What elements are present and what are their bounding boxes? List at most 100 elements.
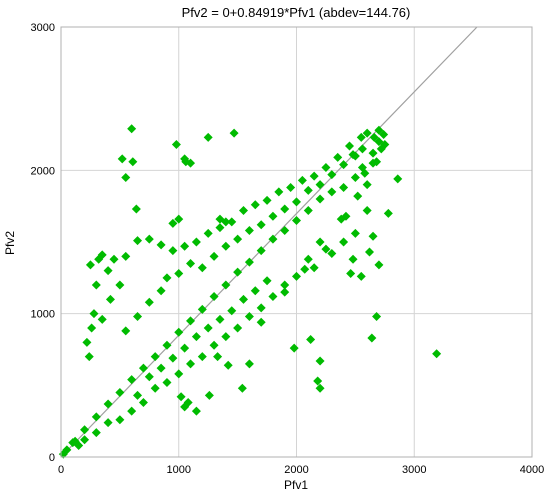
data-point [393,174,403,184]
data-point [150,383,160,393]
data-point [103,418,113,428]
data-point [244,359,254,369]
data-point [348,150,358,160]
data-point [321,162,331,172]
data-point [162,377,172,387]
data-point [229,128,239,138]
data-point [233,323,243,333]
data-point [303,205,313,215]
data-point [262,195,272,205]
data-point [103,399,113,409]
data-point [156,363,166,373]
data-point [223,360,233,370]
data-point [186,158,196,168]
data-point [315,383,325,393]
data-point [292,216,301,225]
data-point [127,406,137,416]
data-point [209,340,219,350]
data-point [109,254,119,264]
data-point [327,187,337,197]
data-point [105,294,115,304]
data-point [315,237,325,247]
data-point [180,343,190,353]
data-point [121,251,131,261]
data-point [350,173,360,182]
data-point [221,280,231,290]
data-point [367,333,377,343]
data-point [138,363,148,373]
data-point [121,326,131,336]
data-point [144,372,154,382]
data-point [174,214,184,224]
data-point [339,160,349,170]
data-point [262,276,272,286]
data-point [368,158,378,168]
x-tick-label: 2000 [284,464,308,476]
data-point [138,398,148,408]
data-point [85,260,95,270]
data-point [84,352,94,362]
data-point [82,337,92,347]
data-point [115,280,125,290]
data-point [280,280,290,290]
data-point [368,148,378,158]
data-point [80,425,90,435]
y-tick-labels: 0 1000 2000 3000 [31,22,55,464]
data-point [244,312,254,322]
data-point [221,217,231,227]
data-point [131,204,141,214]
y-tick-label: 3000 [31,22,55,34]
data-point [256,303,266,313]
data-point [348,254,358,264]
data-point [186,316,196,326]
data-point [368,231,378,241]
data-point [171,140,181,150]
y-axis-label: Pfv2 [3,231,17,255]
data-point [233,267,243,277]
data-point [156,286,166,296]
data-point [380,140,390,150]
data-point [103,266,113,276]
data-point [365,247,375,257]
data-point [94,254,104,264]
data-point [237,383,247,393]
data-point [233,234,243,244]
data-point [144,297,154,307]
data-point [227,306,237,316]
data-point [174,327,184,337]
data-point [369,132,379,142]
data-point [89,309,99,319]
data-point [256,220,266,230]
data-point [346,269,356,279]
data-point [268,211,278,221]
data-point [215,223,225,233]
data-point [180,154,190,164]
data-point [197,263,207,273]
data-point [315,356,325,366]
data-point [121,173,131,182]
data-point [244,257,254,267]
data-point [213,352,223,362]
data-point [174,369,184,379]
data-point [339,183,349,193]
data-point [362,205,372,215]
chart-title: Pfv2 = 0+0.84919*Pfv1 (abdev=144.76) [182,5,411,20]
data-point [268,234,278,244]
data-point [221,332,231,342]
data-point [227,217,237,227]
y-tick-label: 2000 [31,165,55,177]
data-points [58,124,442,459]
fit-line [60,26,478,458]
data-point [174,269,184,279]
data-point [91,280,101,290]
data-point [176,392,186,402]
x-tick-label: 4000 [520,464,544,476]
data-point [128,157,138,167]
data-point [303,254,313,264]
data-point [280,287,290,297]
x-tick-labels: 0 1000 2000 3000 4000 [58,464,544,476]
data-point [362,128,372,138]
data-point [303,185,313,195]
data-point [197,304,207,314]
x-axis-label: Pfv1 [284,478,308,492]
